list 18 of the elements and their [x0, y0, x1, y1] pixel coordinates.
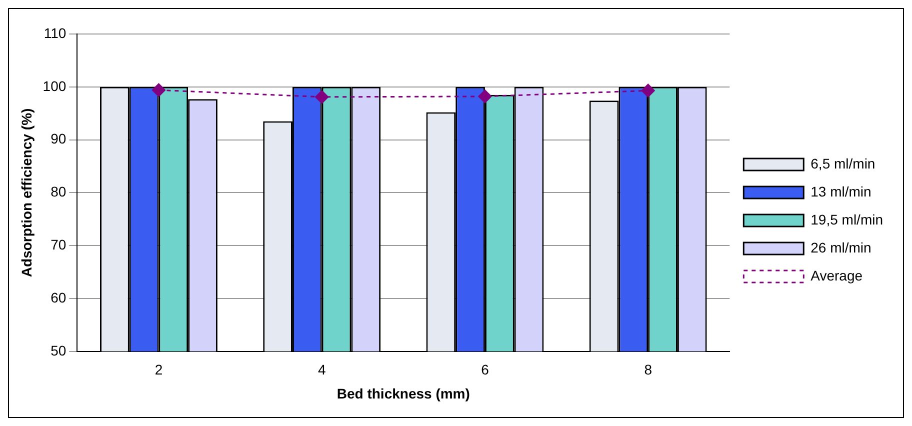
legend-label: 6,5 ml/min — [810, 155, 876, 172]
y-tick-label: 70 — [50, 236, 66, 252]
y-tick-label: 60 — [50, 289, 66, 306]
legend-label: 13 ml/min — [810, 183, 872, 200]
x-axis-title: Bed thickness (mm) — [336, 385, 470, 402]
y-tick-label: 50 — [50, 342, 66, 358]
x-tick-label: 6 — [481, 362, 490, 378]
x-tick-label: 2 — [154, 362, 163, 378]
y-tick-label: 80 — [50, 184, 66, 200]
x-tick-label: 4 — [318, 362, 326, 378]
y-tick-label: 100 — [42, 78, 66, 94]
legend-label: Average — [810, 267, 863, 284]
y-tick-label: 110 — [44, 24, 66, 41]
legend-label: 19,5 ml/min — [810, 211, 883, 228]
y-axis-title: Adsorption efficiency (%) — [18, 108, 34, 278]
legend-label: 26 ml/min — [810, 239, 872, 256]
x-tick-label: 8 — [644, 362, 652, 378]
y-tick-label: 90 — [50, 130, 66, 147]
